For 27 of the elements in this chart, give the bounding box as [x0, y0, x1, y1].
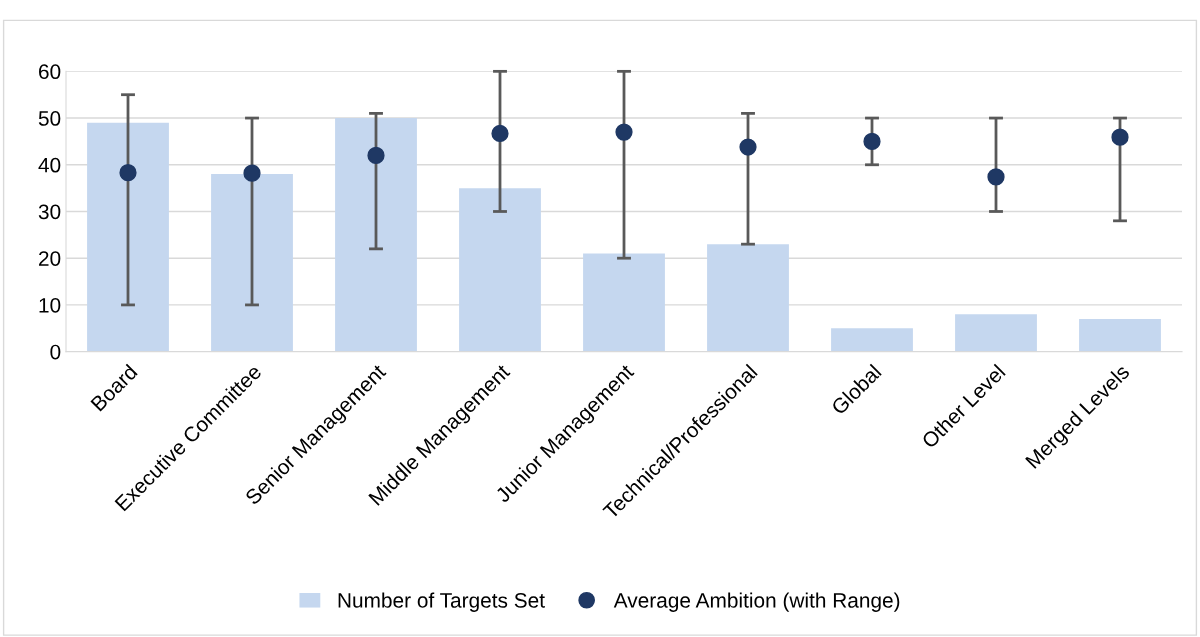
bar — [1079, 318, 1161, 352]
y-tick-label: 0 — [50, 344, 61, 360]
point — [243, 164, 261, 182]
legend-label: Number of Targets Set — [338, 592, 545, 612]
legend-label: Average Ambition (with Range) — [613, 592, 900, 612]
point — [119, 164, 137, 182]
y-tick-label: 60 — [39, 64, 61, 80]
point — [987, 168, 1005, 186]
bar — [955, 314, 1037, 352]
bar — [87, 122, 169, 352]
point — [1111, 128, 1129, 146]
y-tick-label: 20 — [39, 251, 61, 266]
y-tick-label: 40 — [38, 157, 61, 173]
bar — [459, 188, 541, 352]
bar — [583, 253, 665, 352]
point — [739, 138, 757, 156]
y-tick-label: 30 — [38, 204, 61, 220]
y-tick-label: 10 — [39, 297, 61, 313]
point — [367, 146, 385, 165]
point — [863, 132, 881, 151]
bar — [831, 328, 913, 352]
point — [615, 123, 633, 141]
bar — [335, 118, 417, 352]
y-tick-label: 50 — [38, 111, 61, 126]
bar — [707, 244, 789, 352]
point — [491, 124, 509, 143]
bar — [211, 174, 293, 352]
